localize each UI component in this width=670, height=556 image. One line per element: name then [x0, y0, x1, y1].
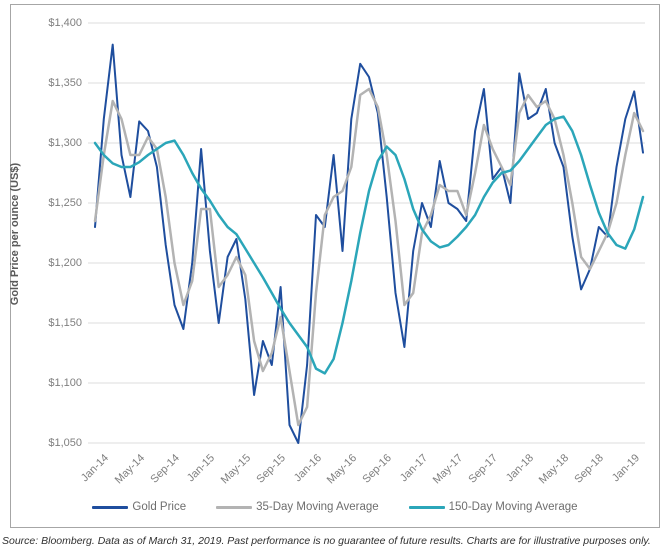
- legend-line-swatch: [216, 505, 253, 509]
- legend-label: 150-Day Moving Average: [448, 501, 578, 513]
- y-tick-label: $1,350: [48, 77, 82, 89]
- y-axis-title: Gold Price per ounce (US$): [9, 162, 21, 306]
- series-line-150-day-moving-average: [93, 115, 645, 375]
- legend-item-gold-price: Gold Price: [92, 501, 186, 513]
- y-tick-label: $1,250: [48, 197, 82, 209]
- chart-legend: Gold Price 35-Day Moving Average 150-Day M…: [10, 501, 660, 513]
- legend-line-swatch: [408, 505, 445, 509]
- legend-item-35-day-moving-average: 35-Day Moving Average: [216, 501, 379, 513]
- y-tick-label: $1,100: [48, 377, 82, 389]
- y-tick-label: $1,150: [48, 317, 82, 329]
- y-tick-label: $1,300: [48, 137, 82, 149]
- legend-line-swatch: [92, 505, 129, 509]
- chart-border-box: [10, 4, 660, 528]
- y-tick-label: $1,400: [48, 17, 82, 29]
- y-tick-label: $1,200: [48, 257, 82, 269]
- series-line-gold-price: [94, 43, 644, 444]
- legend-label: 35-Day Moving Average: [256, 501, 379, 513]
- y-tick-label: $1,050: [48, 437, 82, 449]
- legend-item-150-day-moving-average: 150-Day Moving Average: [408, 501, 578, 513]
- source-footnote: Source: Bloomberg. Data as of March 31, …: [2, 535, 651, 547]
- legend-label: Gold Price: [132, 501, 187, 513]
- series-line-35-day-moving-average: [93, 87, 645, 427]
